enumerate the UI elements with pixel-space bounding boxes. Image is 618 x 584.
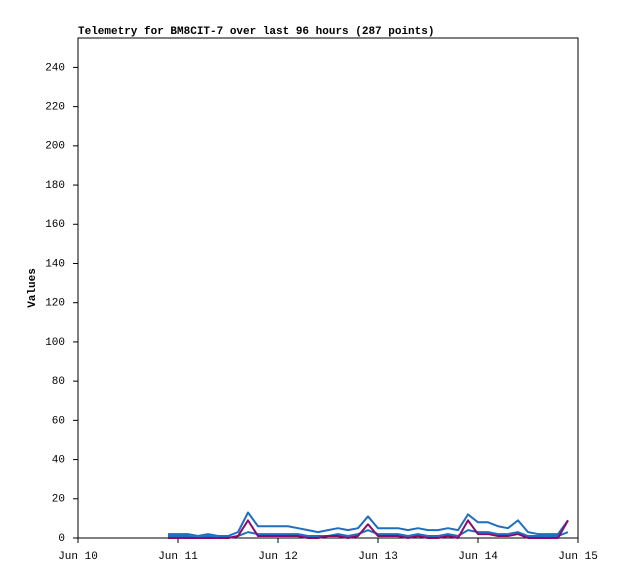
y-tick-label: 160 xyxy=(45,219,65,231)
x-tick-label: Jun 10 xyxy=(58,551,98,563)
x-tick-label: Jun 12 xyxy=(258,551,298,563)
chart-title: Telemetry for BM8CIT-7 over last 96 hour… xyxy=(78,26,434,38)
x-tick-label: Jun 13 xyxy=(358,551,398,563)
y-tick-label: 220 xyxy=(45,102,65,114)
y-tick-label: 120 xyxy=(45,298,65,310)
y-tick-label: 40 xyxy=(52,454,65,466)
x-tick-label: Jun 14 xyxy=(458,551,498,563)
y-tick-label: 80 xyxy=(52,376,65,388)
series-line xyxy=(168,511,569,538)
y-tick-label: 140 xyxy=(45,258,65,270)
y-axis-label: Values xyxy=(27,268,39,308)
y-tick-label: 100 xyxy=(45,337,65,349)
y-tick-label: 0 xyxy=(58,533,65,545)
y-tick-label: 200 xyxy=(45,141,65,153)
y-tick-label: 240 xyxy=(45,62,65,74)
x-tick-label: Jun 15 xyxy=(558,551,598,563)
plot-frame xyxy=(77,37,579,539)
y-tick-label: 180 xyxy=(45,180,65,192)
x-tick-label: Jun 11 xyxy=(158,551,198,563)
y-tick-label: 20 xyxy=(52,494,65,506)
y-tick-label: 60 xyxy=(52,415,65,427)
series-line xyxy=(168,519,569,539)
